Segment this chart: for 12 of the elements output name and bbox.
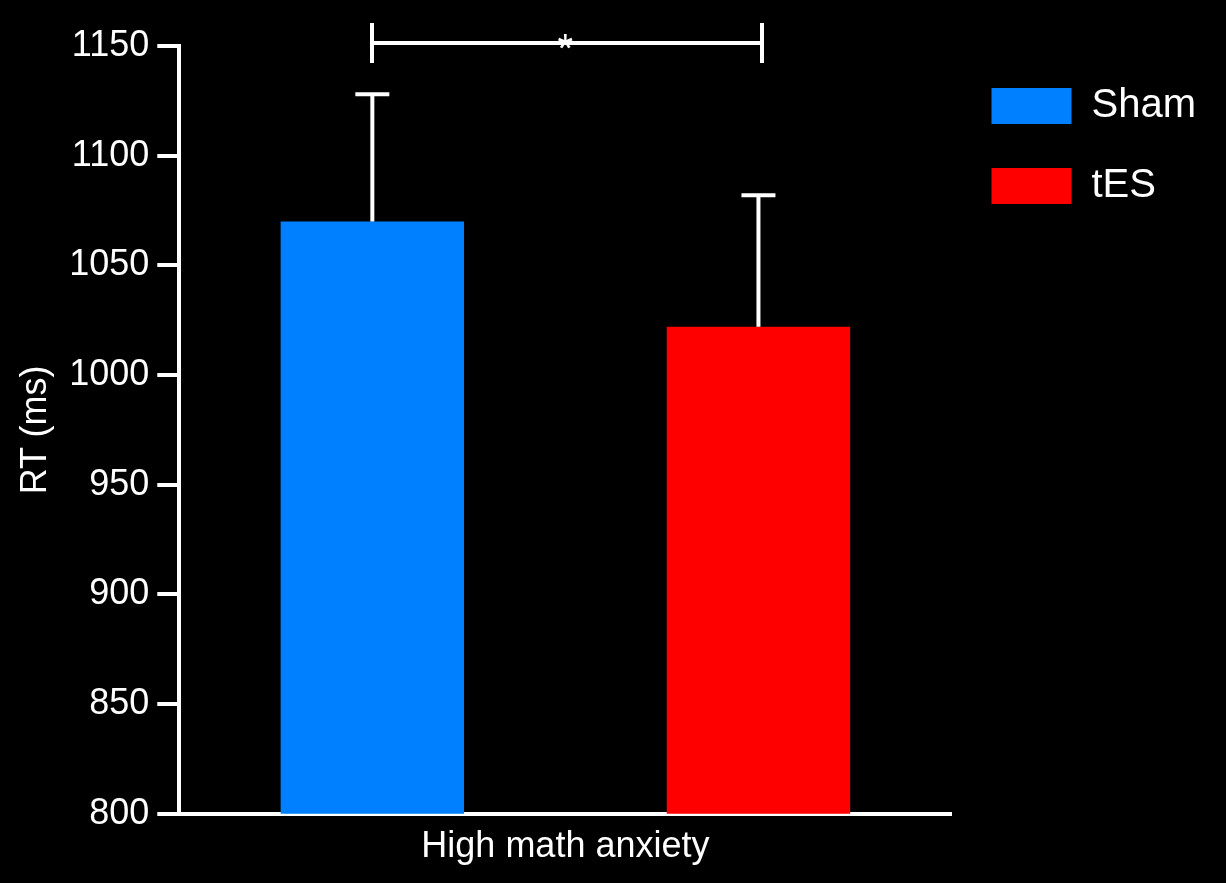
y-tick-label: 1050 xyxy=(69,242,150,284)
y-tick-label: 850 xyxy=(89,681,150,723)
y-tick-label: 1000 xyxy=(69,351,150,393)
y-tick-label: 900 xyxy=(89,571,150,613)
y-tick-label: 1150 xyxy=(71,22,150,64)
y-tick-label: 800 xyxy=(89,790,150,832)
y-axis-title: RT (ms) xyxy=(12,365,54,495)
y-tick-label: 1100 xyxy=(71,132,150,174)
legend-label: Sham xyxy=(1091,81,1197,126)
x-axis-title: High math anxiety xyxy=(421,824,710,866)
y-tick-label: 950 xyxy=(89,461,150,503)
legend-label: tES xyxy=(1091,161,1156,206)
